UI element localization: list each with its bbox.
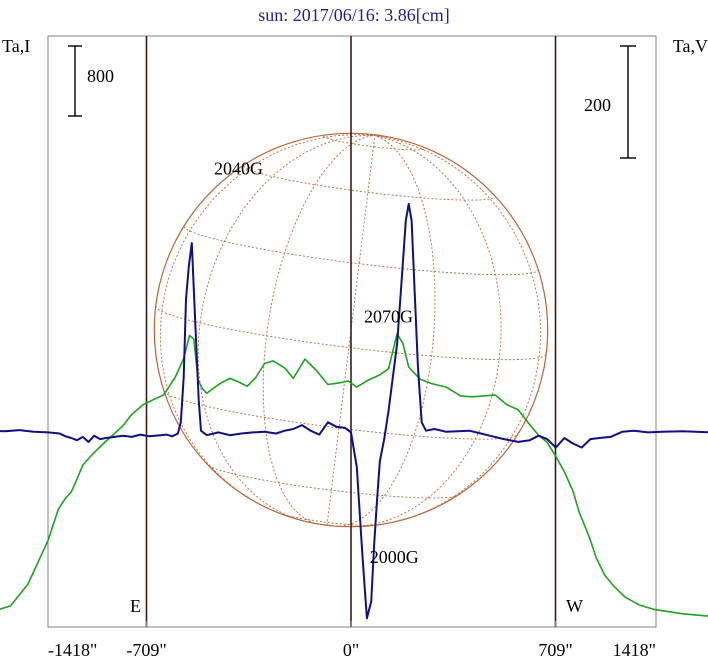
disk-parallel — [280, 513, 375, 526]
series-line-polarization — [0, 202, 708, 620]
peak-annotation: 2000G — [370, 547, 419, 567]
x-tick-label: -1418" — [48, 640, 97, 660]
scale-bar-right-label: 200 — [584, 95, 611, 115]
series-line-intensity — [0, 332, 708, 617]
disk-parallel — [163, 391, 518, 440]
y-axis-label-left: Ta,I — [2, 36, 30, 56]
x-tick-label: 709" — [538, 640, 572, 660]
annotations: 2040G 2070G 2000G — [214, 159, 419, 568]
series-layer — [0, 202, 708, 620]
disk-meridian — [374, 135, 541, 522]
x-tick-label: -709" — [126, 640, 166, 660]
disk-meridian — [159, 134, 375, 506]
scale-bars: 800 200 — [68, 45, 636, 159]
x-tick-label: 1418" — [613, 640, 656, 660]
disk-parallel — [243, 165, 496, 201]
plot-border — [47, 35, 657, 628]
plot-frame — [47, 35, 657, 628]
x-axis-ticks: -1418" -709" 0" 709" 1418" — [48, 621, 656, 660]
peak-annotation: 2070G — [364, 307, 413, 327]
edge-label-west: W — [566, 596, 583, 616]
disk-parallel — [183, 226, 539, 276]
disk-parallel — [208, 465, 457, 499]
chart-title: sun: 2017/06/16: 3.86[cm] — [258, 5, 450, 25]
x-tick-label: 0" — [343, 640, 359, 660]
disk-meridian — [197, 134, 375, 522]
edge-label-east: E — [130, 596, 141, 616]
disk-meridian — [262, 135, 375, 525]
disk-parallel — [155, 305, 547, 361]
limb-lines — [145, 36, 557, 627]
peak-annotation: 2040G — [214, 159, 263, 179]
disk-meridian — [326, 135, 376, 526]
y-axis-label-right: Ta,V — [673, 36, 708, 56]
disk-meridian — [350, 135, 502, 528]
scale-bar-left-label: 800 — [87, 66, 114, 86]
